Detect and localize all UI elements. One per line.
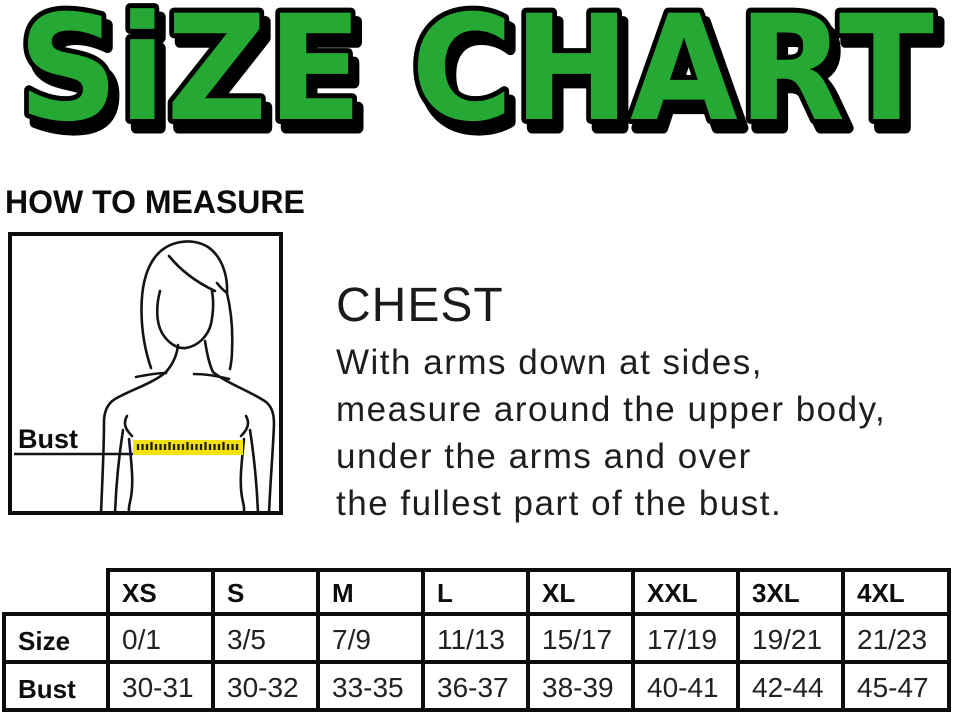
size-value: 21/23: [841, 612, 951, 664]
bust-value: 33-35: [316, 660, 425, 712]
table-row-bust: Bust 30-31 30-32 33-35 36-37 38-39 40-41…: [2, 660, 951, 712]
figure-neck-right: [203, 339, 215, 374]
figure-torso-left: [127, 437, 134, 511]
bust-label: Bust: [18, 424, 78, 454]
table-header-row: XS S M L XL XXL 3XL 4XL: [4, 568, 951, 616]
how-to-measure-heading: HOW TO MEASURE: [5, 184, 305, 220]
figure-fringe: [167, 254, 217, 293]
bust-value: 30-31: [106, 660, 215, 712]
figure-armpit-left: [123, 414, 134, 438]
row-label-size: Size: [2, 612, 110, 664]
column-header-m: M: [316, 568, 425, 616]
figure-inner-arm-left: [113, 428, 125, 511]
column-header-4xl: 4XL: [841, 568, 951, 616]
measurement-figure: Bust: [14, 240, 276, 511]
bust-value: 38-39: [526, 660, 635, 712]
bust-tape-ticks: [136, 442, 239, 450]
figure-shoulder-arm-left: [99, 370, 168, 511]
bust-value: 40-41: [631, 660, 740, 712]
column-header-xl: XL: [526, 568, 635, 616]
size-value: 19/21: [736, 612, 845, 664]
bust-value: 30-32: [211, 660, 320, 712]
instruction-line: With arms down at sides,: [336, 343, 763, 383]
instruction-line: measure around the upper body,: [336, 390, 887, 430]
size-value: 11/13: [421, 612, 530, 664]
chest-heading: CHEST: [336, 279, 504, 332]
title-art: SiZE CHART SiZE CHART: [13, 0, 946, 169]
figure-hair: [140, 240, 234, 371]
table-corner-cell: [4, 570, 108, 614]
chest-instructions: CHEST With arms down at sides, measure a…: [336, 279, 887, 527]
table-row-size: Size 0/1 3/5 7/9 11/13 15/17 17/19 19/21…: [2, 612, 951, 664]
figure-shoulder-arm-right: [211, 370, 276, 511]
page-title: SiZE CHART SiZE CHART: [0, 0, 953, 169]
row-label-bust: Bust: [2, 660, 110, 712]
column-header-s: S: [211, 568, 320, 616]
size-value: 17/19: [631, 612, 740, 664]
size-chart-table: XS S M L XL XXL 3XL 4XL Size 0/1 3/5 7/9…: [2, 568, 951, 712]
figure-clavicle-right: [192, 372, 231, 381]
figure-armpit-right: [239, 414, 250, 438]
bust-value: 45-47: [841, 660, 951, 712]
instruction-line: the fullest part of the bust.: [336, 484, 783, 524]
size-value: 0/1: [106, 612, 215, 664]
size-value: 3/5: [211, 612, 320, 664]
instruction-line: under the arms and over: [336, 437, 752, 477]
figure-inner-arm-right: [248, 428, 260, 511]
column-header-l: L: [421, 568, 530, 616]
size-value: 7/9: [316, 612, 425, 664]
title-text: SiZE CHART: [18, 0, 934, 154]
figure-neck-left: [164, 343, 180, 374]
figure-torso-right: [239, 437, 246, 511]
column-header-xxl: XXL: [631, 568, 740, 616]
figure-face: [155, 289, 215, 350]
size-value: 15/17: [526, 612, 635, 664]
bust-value: 36-37: [421, 660, 530, 712]
bust-value: 42-44: [736, 660, 845, 712]
title-shadow-text: SiZE CHART: [24, 0, 940, 155]
measurement-figure-box: Bust: [8, 232, 283, 515]
figure-clavicle-left: [134, 371, 168, 379]
column-header-xs: XS: [106, 568, 215, 616]
column-header-3xl: 3XL: [736, 568, 845, 616]
figure-hair-flip: [215, 281, 229, 295]
